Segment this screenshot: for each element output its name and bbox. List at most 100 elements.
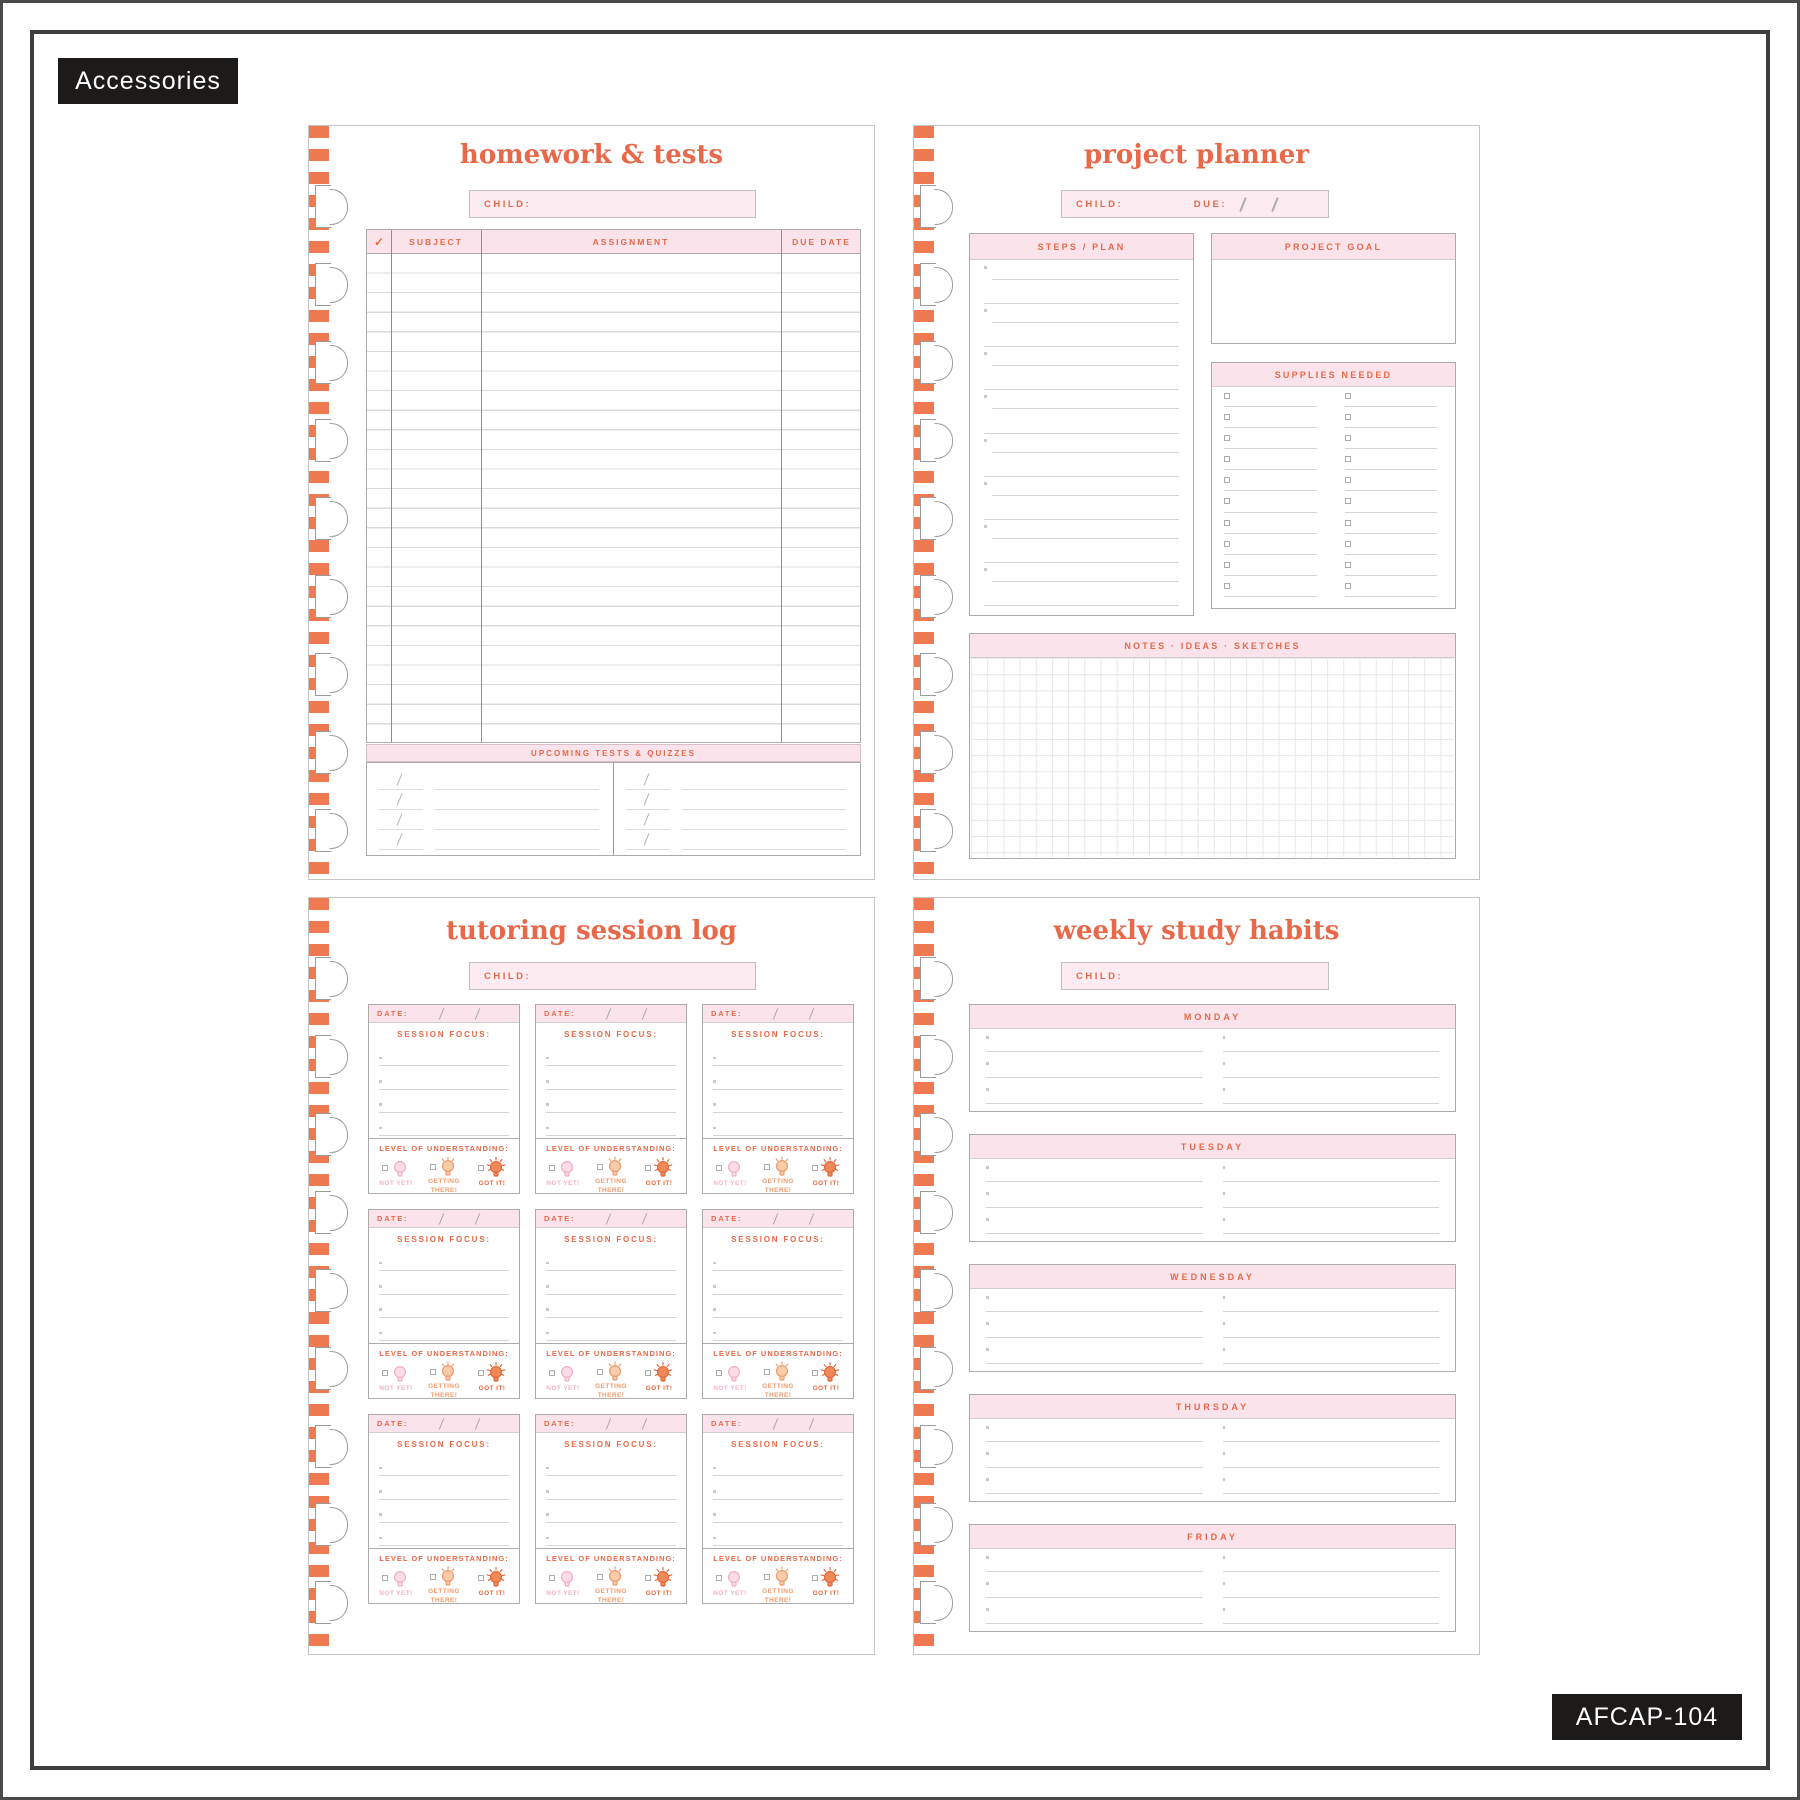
step-item bbox=[984, 348, 1179, 391]
session-focus-lines bbox=[546, 1250, 676, 1343]
checkbox bbox=[1224, 456, 1230, 463]
writing-line bbox=[713, 1475, 843, 1477]
supply-item bbox=[1224, 579, 1323, 600]
binder-disc bbox=[920, 1111, 953, 1157]
subject-column-header: SUBJECT bbox=[409, 237, 463, 247]
weekday-header: MONDAY bbox=[970, 1005, 1455, 1029]
weekday-body bbox=[986, 1159, 1439, 1237]
checkbox bbox=[812, 1165, 818, 1171]
bullet-dot bbox=[379, 1056, 382, 1060]
level-option-row bbox=[764, 1361, 792, 1383]
understanding-label: LEVEL OF UNDERSTANDING: bbox=[546, 1144, 676, 1153]
level-option-row bbox=[716, 1566, 744, 1590]
focus-line bbox=[379, 1478, 509, 1501]
session-focus-label: SESSION FOCUS: bbox=[397, 1235, 491, 1244]
date-slash-mark bbox=[438, 1008, 445, 1020]
bullet-dot bbox=[379, 1103, 382, 1106]
bullet-dot bbox=[984, 481, 987, 485]
bullet-dot bbox=[986, 1296, 989, 1299]
weekday-header: THURSDAY bbox=[970, 1395, 1455, 1419]
writing-line bbox=[546, 1545, 676, 1546]
date-line bbox=[626, 829, 670, 830]
habit-line bbox=[1222, 1081, 1439, 1107]
writing-line bbox=[1224, 511, 1317, 513]
bullet-dot bbox=[546, 1261, 549, 1265]
binder-disc bbox=[315, 573, 348, 619]
writing-line bbox=[546, 1340, 676, 1341]
understanding-label: LEVEL OF UNDERSTANDING: bbox=[379, 1144, 509, 1153]
bullet-dot bbox=[546, 1490, 549, 1493]
date-slash-mark bbox=[605, 1008, 612, 1020]
understanding-label: LEVEL OF UNDERSTANDING: bbox=[379, 1554, 509, 1563]
bullet-dot bbox=[1222, 1426, 1225, 1429]
date-slash-mark bbox=[641, 1418, 648, 1430]
planner-page-tutoring: tutoring session log CHILD: DATE: SESSIO… bbox=[308, 897, 875, 1655]
level-of-understanding-section: LEVEL OF UNDERSTANDING: NOT YET! bbox=[703, 1138, 853, 1194]
focus-line bbox=[546, 1320, 676, 1343]
level-option-row bbox=[812, 1566, 840, 1590]
bullet-dot bbox=[713, 1466, 716, 1470]
child-due-field: CHILD: DUE: bbox=[1061, 190, 1329, 218]
writing-line bbox=[986, 1337, 1203, 1338]
writing-line bbox=[986, 1103, 1203, 1104]
writing-line bbox=[992, 537, 1179, 539]
writing-line bbox=[986, 1467, 1203, 1468]
checkbox bbox=[1224, 393, 1230, 399]
weekday-section: TUESDAY bbox=[969, 1134, 1456, 1242]
habit-left-column bbox=[986, 1029, 1203, 1107]
session-focus-label: SESSION FOCUS: bbox=[397, 1030, 491, 1039]
checkbox bbox=[716, 1370, 722, 1376]
binder-disc bbox=[315, 729, 348, 775]
bullet-dot bbox=[986, 1452, 989, 1455]
checkbox bbox=[812, 1370, 818, 1376]
focus-line bbox=[379, 1092, 509, 1115]
level-of-understanding-section: LEVEL OF UNDERSTANDING: NOT YET! bbox=[369, 1138, 519, 1194]
bullet-dot bbox=[1222, 1556, 1225, 1559]
writing-line bbox=[1344, 427, 1437, 429]
bullet-dot bbox=[986, 1582, 989, 1585]
focus-line bbox=[546, 1297, 676, 1320]
checkbox bbox=[1344, 561, 1351, 568]
bullet-dot bbox=[379, 1490, 382, 1493]
habit-right-column bbox=[1222, 1419, 1439, 1497]
date-slash-mark bbox=[641, 1008, 648, 1020]
checkbox bbox=[645, 1165, 651, 1171]
writing-line bbox=[984, 303, 1179, 305]
checkbox bbox=[478, 1575, 484, 1581]
bullet-dot bbox=[546, 1056, 549, 1060]
writing-line bbox=[992, 322, 1179, 324]
writing-line bbox=[986, 1571, 1203, 1572]
checkbox bbox=[1344, 414, 1351, 421]
habit-line bbox=[986, 1055, 1203, 1081]
supply-item bbox=[1344, 431, 1444, 452]
writing-line bbox=[546, 1521, 676, 1523]
supply-item bbox=[1344, 473, 1444, 494]
supply-item bbox=[1344, 516, 1444, 537]
habit-line bbox=[986, 1315, 1203, 1341]
due-date-field: DUE: bbox=[1194, 196, 1328, 212]
level-option-got-it: GOT IT! bbox=[802, 1566, 850, 1602]
level-option-row bbox=[430, 1156, 458, 1178]
focus-line bbox=[379, 1068, 509, 1091]
entry-line bbox=[435, 849, 599, 850]
checkbox bbox=[382, 1370, 388, 1376]
writing-line bbox=[379, 1498, 509, 1500]
sku-badge: AFCAP-104 bbox=[1552, 1694, 1742, 1740]
supply-item bbox=[1224, 494, 1323, 515]
session-focus-label: SESSION FOCUS: bbox=[731, 1235, 825, 1244]
level-label: GETTING THERE! bbox=[428, 1383, 460, 1399]
supply-item bbox=[1224, 410, 1323, 431]
level-option-row bbox=[716, 1156, 744, 1180]
date-line bbox=[626, 809, 670, 810]
supplies-right-column bbox=[1344, 389, 1444, 600]
step-item bbox=[984, 478, 1179, 521]
child-field-label: CHILD: bbox=[484, 198, 532, 210]
bullet-dot bbox=[379, 1466, 382, 1470]
step-item bbox=[984, 391, 1179, 434]
lightbulb-icon bbox=[486, 1567, 506, 1587]
bullet-dot bbox=[713, 1056, 716, 1060]
weekday-label: MONDAY bbox=[1183, 1011, 1242, 1022]
level-option-getting-there: GETTING THERE! bbox=[587, 1361, 635, 1399]
upcoming-entry-row bbox=[377, 810, 603, 830]
writing-line bbox=[713, 1340, 843, 1341]
